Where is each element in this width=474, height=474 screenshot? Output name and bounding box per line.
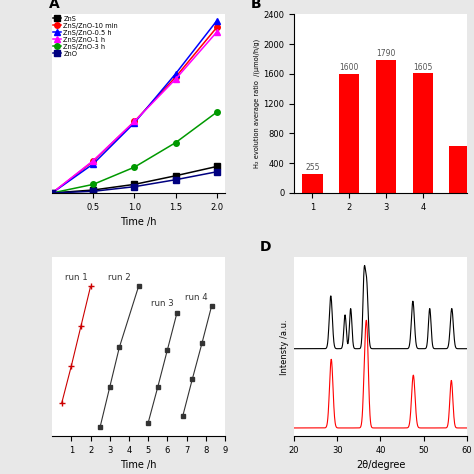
Legend: ZnS, ZnS/ZnO-10 min, ZnS/ZnO-0.5 h, ZnS/ZnO-1 h, ZnS/ZnO-3 h, ZnO: ZnS, ZnS/ZnO-10 min, ZnS/ZnO-0.5 h, ZnS/… [53,15,119,57]
ZnS [132,182,137,187]
Text: run 1: run 1 [65,273,88,282]
Text: 255: 255 [305,163,319,172]
Bar [376,60,396,193]
X-axis label: Time /h: Time /h [120,460,157,470]
Bar [413,73,433,193]
ZnS [214,164,219,169]
ZnO [173,177,178,182]
ZnS/ZnO-0.5 h [173,71,178,77]
X-axis label: 2θ/degree: 2θ/degree [356,460,405,470]
ZnS/ZnO-0.5 h [91,161,96,167]
ZnO [49,190,55,196]
ZnS/ZnO-10 min [91,158,96,164]
ZnS/ZnO-3 h [173,140,178,146]
Text: 1600: 1600 [339,63,359,72]
ZnS/ZnO-1 h [173,76,178,82]
ZnS/ZnO-1 h [91,158,96,164]
ZnS/ZnO-10 min [132,118,137,124]
ZnS [91,187,96,193]
ZnS/ZnO-0.5 h [214,18,219,24]
X-axis label: Time /h: Time /h [120,217,157,227]
ZnS [173,173,178,179]
Line: ZnO: ZnO [49,169,219,196]
Text: run 4: run 4 [185,293,208,301]
Line: ZnS/ZnO-0.5 h: ZnS/ZnO-0.5 h [49,18,220,196]
Y-axis label: Intensty /a.u.: Intensty /a.u. [280,319,289,374]
Text: 1605: 1605 [413,63,432,72]
ZnS/ZnO-0.5 h [49,190,55,196]
Text: run 2: run 2 [108,273,131,282]
ZnS/ZnO-1 h [214,29,219,35]
ZnO [214,169,219,174]
ZnS/ZnO-3 h [49,190,55,196]
ZnS/ZnO-1 h [49,190,55,196]
Text: run 3: run 3 [151,299,174,308]
Text: A: A [49,0,59,10]
ZnS/ZnO-3 h [91,182,96,187]
ZnO [91,189,96,194]
Bar [449,146,470,193]
Line: ZnS/ZnO-10 min: ZnS/ZnO-10 min [49,25,219,196]
Bar [302,174,323,193]
Text: 1790: 1790 [376,49,396,58]
Text: B: B [251,0,262,10]
ZnS/ZnO-10 min [49,190,55,196]
ZnS/ZnO-3 h [132,164,137,170]
ZnS/ZnO-3 h [214,109,219,115]
ZnS/ZnO-0.5 h [132,120,137,126]
Y-axis label: H₂ evolution average ratio  /(μmol/h/g): H₂ evolution average ratio /(μmol/h/g) [254,39,260,168]
Text: D: D [260,240,271,254]
ZnS [49,190,55,196]
Line: ZnS: ZnS [49,164,219,196]
Line: ZnS/ZnO-1 h: ZnS/ZnO-1 h [49,28,220,196]
Line: ZnS/ZnO-3 h: ZnS/ZnO-3 h [49,109,219,196]
Bar [339,74,359,193]
ZnO [132,184,137,190]
ZnS/ZnO-1 h [132,118,137,124]
ZnS/ZnO-10 min [214,25,219,30]
ZnS/ZnO-10 min [173,74,178,80]
